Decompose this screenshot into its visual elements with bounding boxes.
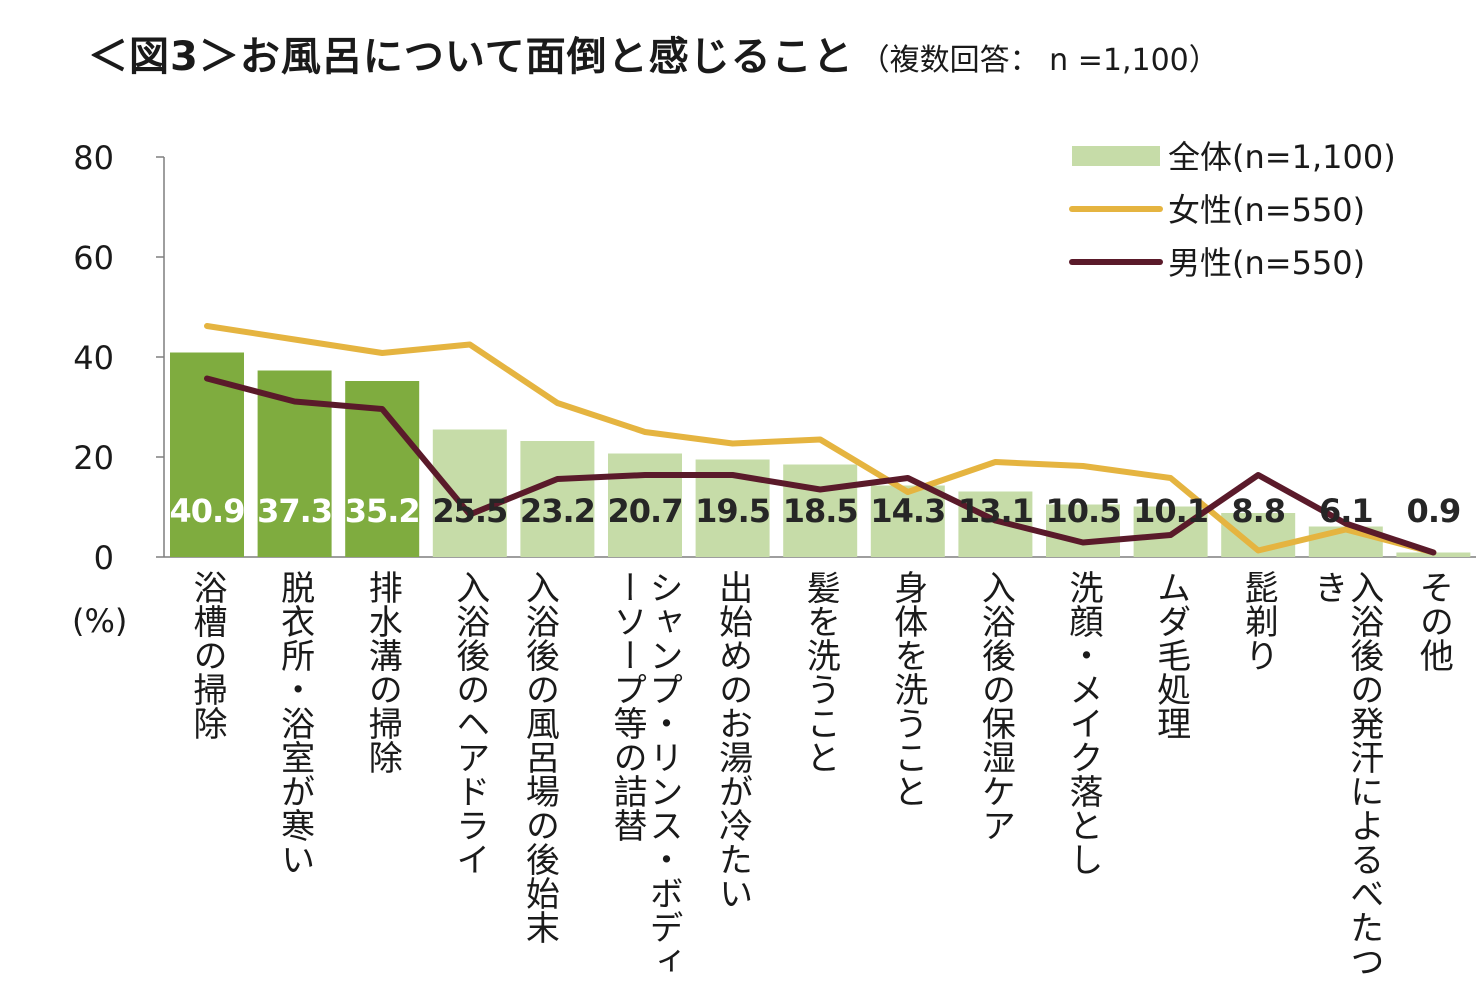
value-label-hair-washing: 18.5 (783, 492, 858, 530)
data-labels: 40.9 37.3 35.2 25.5 23.2 20.7 19.5 18.5 14.3 13.1… (170, 492, 1462, 530)
legend: 全体(n=1,100) 女性(n=550) 男性(n=550) (1069, 138, 1396, 282)
y-tick-label: 40 (73, 339, 114, 377)
y-tick-label: 0 (94, 539, 114, 577)
category-label-moisturizing: 入浴後の保湿ケア (975, 570, 1016, 842)
bar-shampoo-refill (608, 453, 682, 557)
legend-label-0: 全体(n=1,100) (1168, 138, 1396, 176)
category-label-shampoo-refill: シャンプ・リンス・ボディーソープ等の詰替 (607, 570, 683, 978)
bars (170, 352, 1471, 557)
category-label-hair-washing: 髪を洗うこと (800, 570, 841, 774)
chart-title-block: ＜図3＞お風呂について面倒と感じること （複数回答： n =1,100） (88, 24, 1219, 82)
category-label-bath-tub-cleaning: 浴槽の掃除 (187, 570, 227, 740)
y-tick-label: 80 (73, 139, 114, 177)
line-female (204, 323, 1437, 556)
y-tick-label: 60 (73, 239, 114, 277)
category-label-sweat-stickiness: 入浴後の発汗によるべたつき (1307, 570, 1384, 978)
category-label-shaving: 髭剃り (1238, 570, 1279, 672)
y-tick-label: 20 (73, 439, 114, 477)
chart-subtitle: （複数回答： n =1,100） (859, 43, 1219, 78)
category-label-body-washing: 身体を洗うこと (887, 570, 928, 808)
value-label-moisturizing: 13.1 (958, 492, 1033, 530)
legend-label-2: 男性(n=550) (1168, 244, 1365, 282)
value-label-face-wash: 10.5 (1046, 492, 1121, 530)
axes: 0 20 40 60 80 (%) (72, 139, 1476, 640)
category-label-cold-changing-room: 脱衣所・浴室が寒い (274, 570, 315, 876)
value-label-cold-initial-water: 19.5 (695, 492, 770, 530)
value-label-shaving: 8.8 (1231, 492, 1285, 530)
category-label-post-bath-cleanup: 入浴後の風呂場の後始末 (519, 570, 560, 944)
bar-body-washing (870, 485, 945, 557)
value-label-hair-drying: 25.5 (432, 492, 507, 530)
legend-label-1: 女性(n=550) (1168, 191, 1365, 229)
line-male (204, 375, 1437, 556)
legend-bar-key (1072, 146, 1160, 166)
bar-hair-drying (432, 429, 507, 557)
bar-hair-washing (783, 464, 858, 557)
value-label-hair-removal: 10.1 (1133, 492, 1208, 530)
value-label-cold-changing-room: 37.3 (257, 492, 332, 530)
bar-face-wash (1046, 504, 1120, 557)
category-label-hair-drying: 入浴後のヘアドライ (449, 570, 490, 876)
category-label-hair-removal: ムダ毛処理 (1150, 570, 1191, 740)
bar-post-bath-cleanup (520, 441, 595, 557)
category-label-face-wash: 洗顔・メイク落とし (1063, 570, 1103, 876)
value-label-bath-tub-cleaning: 40.9 (170, 492, 245, 530)
value-label-drain-cleaning: 35.2 (345, 492, 420, 530)
value-label-sweat-stickiness: 6.1 (1319, 492, 1373, 530)
series-lines (204, 323, 1437, 556)
value-label-other: 0.9 (1407, 492, 1461, 530)
category-label-other: その他 (1413, 570, 1454, 672)
y-axis-unit: (%) (72, 602, 127, 640)
value-label-shampoo-refill: 20.7 (608, 492, 683, 530)
category-label-cold-initial-water: 出始めのお湯が冷たい (712, 570, 753, 910)
value-label-body-washing: 14.3 (870, 492, 945, 530)
category-label-drain-cleaning: 排水溝の掃除 (362, 570, 403, 774)
chart-title: ＜図3＞お風呂について面倒と感じること (88, 34, 854, 80)
value-label-post-bath-cleanup: 23.2 (520, 492, 595, 530)
